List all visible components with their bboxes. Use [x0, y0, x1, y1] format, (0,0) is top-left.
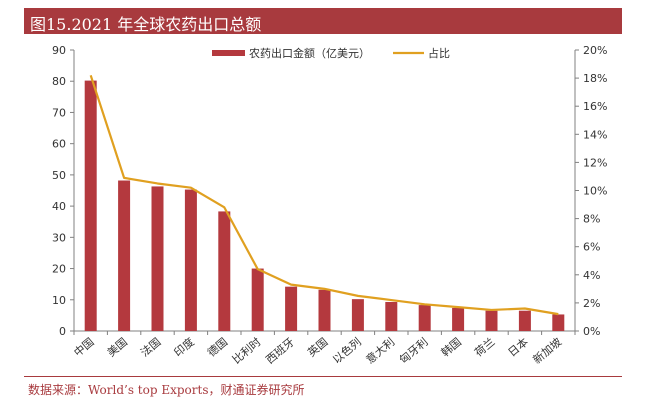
bar-3 — [184, 189, 197, 331]
bar-1 — [118, 180, 131, 331]
bar-11 — [452, 307, 465, 331]
x-category-label: 中国 — [71, 335, 96, 359]
x-category-label: 韩国 — [438, 335, 464, 360]
y-right-tick-label: 6% — [583, 241, 600, 254]
y-right-tick-label: 2% — [583, 297, 600, 310]
y-left-tick-label: 30 — [52, 231, 66, 244]
source-divider — [24, 376, 622, 377]
y-left-tick-label: 40 — [52, 200, 66, 213]
bar-9 — [385, 301, 398, 331]
bar-8 — [351, 299, 364, 331]
x-category-label: 西班牙 — [263, 335, 297, 366]
x-category-label: 印度 — [171, 335, 197, 360]
y-left-tick-label: 0 — [59, 325, 66, 338]
y-left-tick-label: 50 — [52, 169, 66, 182]
y-left-tick-label: 20 — [52, 263, 66, 276]
y-left-tick-label: 70 — [52, 106, 66, 119]
bar-10 — [418, 305, 431, 331]
y-left-tick-label: 10 — [52, 294, 66, 307]
x-category-label: 荷兰 — [472, 335, 497, 359]
bar-2 — [151, 186, 164, 331]
y-right-tick-label: 0% — [583, 325, 600, 338]
source-note: 数据来源：World’s top Exports，财通证券研究所 — [28, 383, 305, 397]
legend-line-label: 占比 — [428, 46, 450, 60]
bar-7 — [318, 289, 331, 331]
y-left-tick-label: 90 — [52, 44, 66, 57]
bar-0 — [84, 80, 97, 331]
bar-12 — [485, 310, 498, 331]
y-right-tick-label: 10% — [583, 185, 607, 198]
y-right-tick-label: 8% — [583, 213, 600, 226]
bar-4 — [218, 211, 231, 331]
y-right-tick-label: 4% — [583, 269, 600, 282]
x-category-label: 以色列 — [330, 335, 364, 367]
x-category-label: 美国 — [105, 335, 130, 359]
y-right-tick-label: 14% — [583, 128, 607, 141]
y-left-tick-label: 60 — [52, 138, 66, 151]
y-right-tick-label: 20% — [583, 44, 607, 57]
x-category-label: 英国 — [305, 335, 331, 360]
chart-title: 图15.2021 年全球农药出口总额 — [30, 15, 262, 34]
y-right-tick-label: 18% — [583, 72, 607, 85]
x-category-label: 德国 — [204, 335, 230, 360]
title-bar: 图15.2021 年全球农药出口总额 — [24, 8, 622, 34]
x-category-label: 日本 — [505, 335, 531, 360]
bar-13 — [518, 310, 531, 331]
bar-5 — [251, 268, 264, 331]
bar-6 — [285, 286, 298, 331]
y-left-tick-label: 80 — [52, 75, 66, 88]
y-right-tick-label: 12% — [583, 156, 607, 169]
x-category-label: 法国 — [138, 335, 164, 360]
x-category-label: 新加坡 — [530, 335, 564, 367]
x-category-label: 比利时 — [230, 335, 264, 366]
y-right-tick-label: 16% — [583, 100, 607, 113]
x-category-label: 匈牙利 — [396, 335, 430, 367]
legend-bar-label: 农药出口金额（亿美元） — [249, 46, 370, 60]
x-category-label: 意大利 — [363, 335, 397, 367]
legend-bar-swatch — [212, 50, 245, 56]
bar-14 — [552, 314, 565, 331]
